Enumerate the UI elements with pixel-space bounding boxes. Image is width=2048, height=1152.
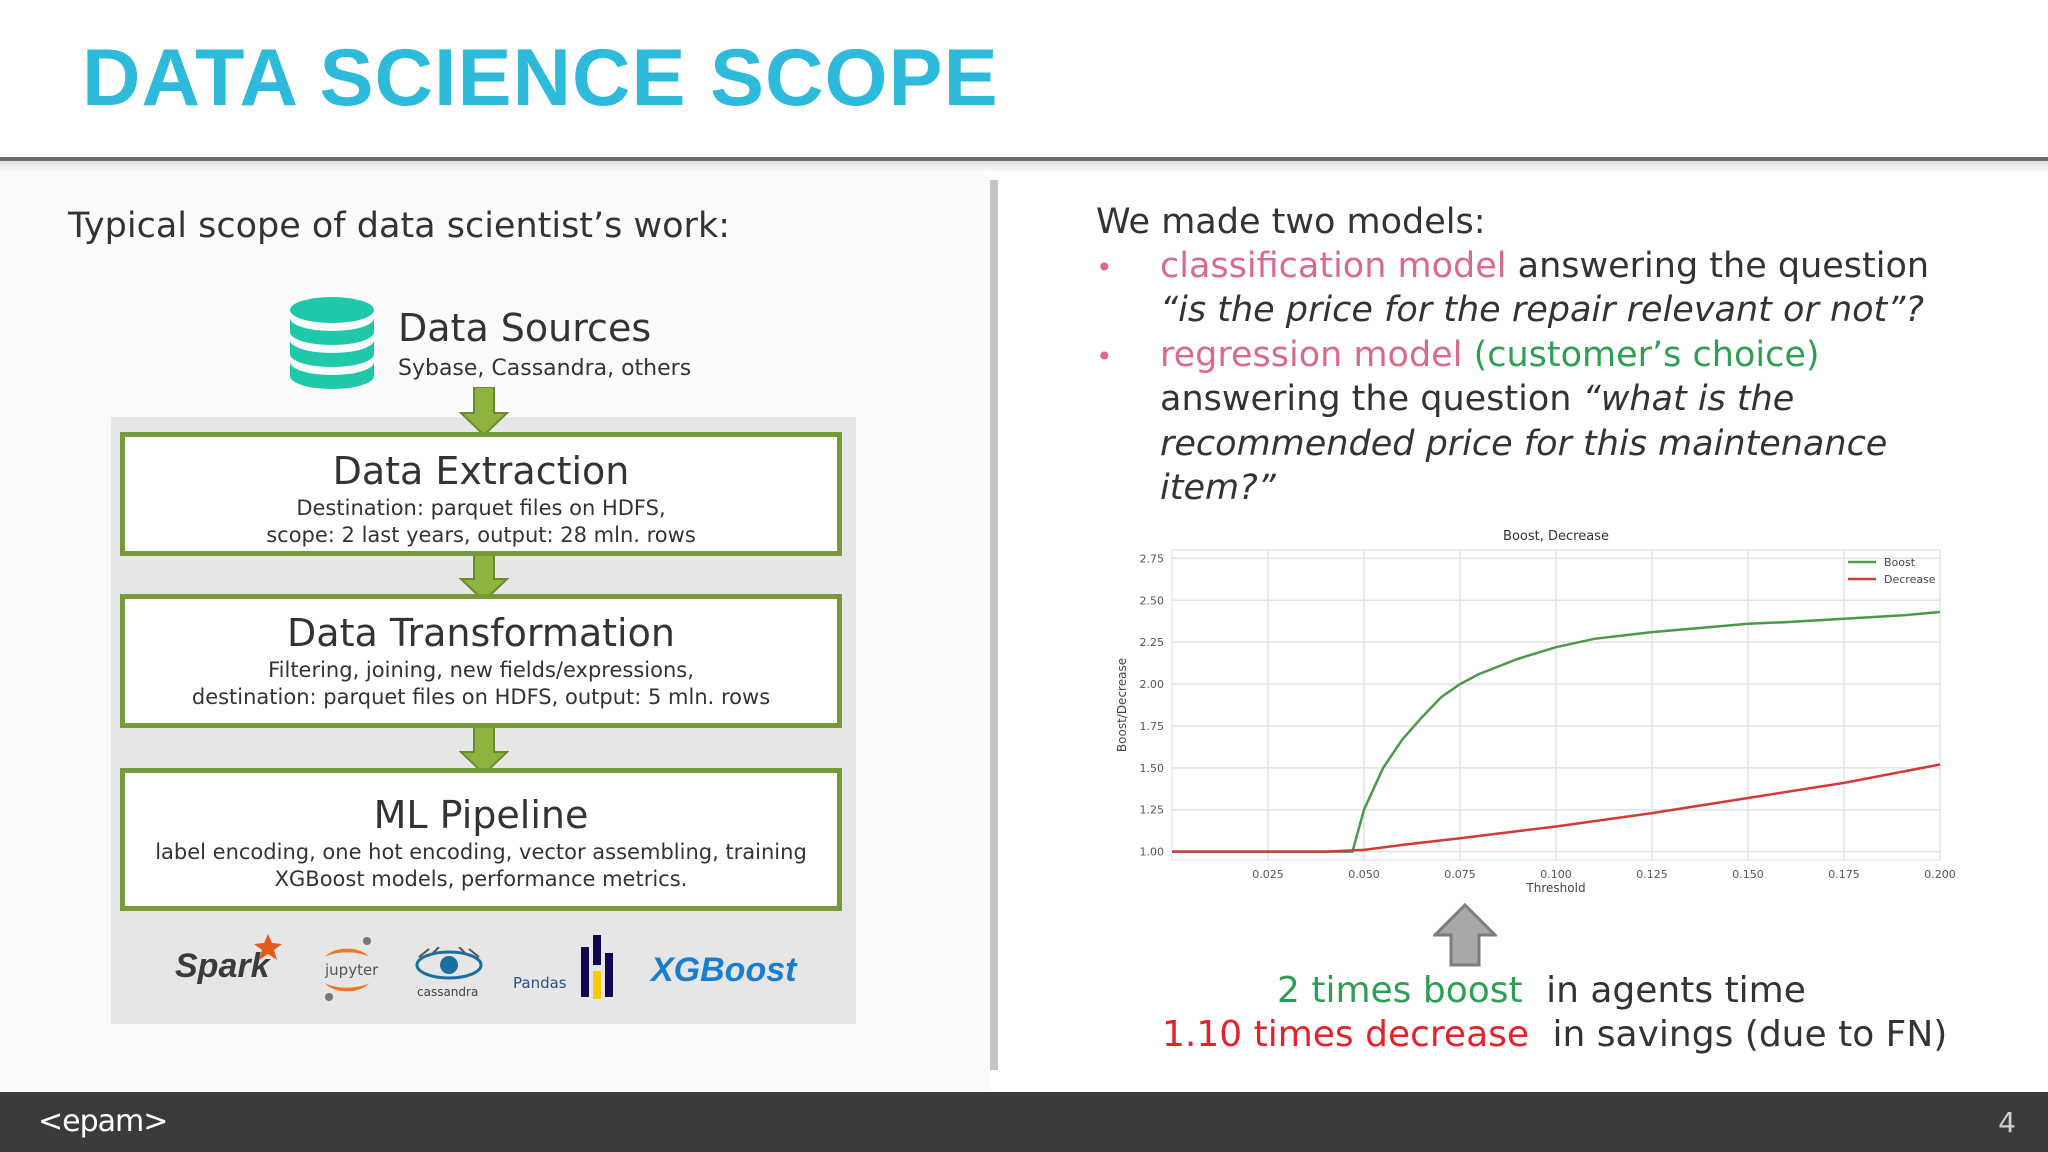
jupyter-logo: jupyter: [317, 935, 378, 1009]
eye-icon: [415, 946, 483, 980]
y-tick-label: 1.75: [1140, 720, 1165, 733]
slide-title: DATA SCIENCE SCOPE: [82, 33, 999, 123]
x-tick-label: 0.075: [1444, 868, 1476, 881]
data-sources-subtitle: Sybase, Cassandra, others: [398, 356, 692, 381]
step-description: destination: parquet files on HDFS, outp…: [191, 685, 771, 709]
result-boost: 2 times boost in agents time: [1277, 970, 1806, 1011]
x-tick-label: 0.200: [1924, 868, 1956, 881]
regression-question-start: “what is the: [1582, 379, 1795, 419]
title-shadow: [0, 161, 2048, 173]
step-title: ML Pipeline: [373, 793, 589, 837]
classification-question: “is the price for the repair relevant or…: [1160, 290, 1924, 330]
decrease-highlight: 1.10 times decrease: [1162, 1014, 1530, 1055]
step-title: Data Extraction: [332, 449, 630, 493]
y-tick-label: 1.00: [1140, 846, 1165, 859]
scope-heading: Typical scope of data scientist’s work:: [68, 206, 731, 246]
x-tick-label: 0.025: [1252, 868, 1284, 881]
classification-model-label: classification model: [1160, 246, 1507, 286]
page-number: 4: [1998, 1106, 2016, 1139]
cassandra-logo: cassandra: [413, 946, 485, 999]
legend-label: Decrease: [1884, 573, 1936, 586]
tool-logos: Spark jupyter cassandra Pandas: [111, 925, 856, 1025]
y-tick-label: 2.00: [1140, 678, 1165, 691]
data-extraction-box: Data Extraction Destination: parquet fil…: [120, 432, 842, 556]
y-tick-label: 2.50: [1140, 594, 1165, 607]
result-decrease: 1.10 times decrease in savings (due to F…: [1162, 1014, 1947, 1055]
footer-bar: [0, 1092, 2048, 1152]
star-icon: [254, 934, 282, 960]
x-tick-label: 0.150: [1732, 868, 1764, 881]
title-divider: [0, 157, 2048, 161]
decrease-rest: in savings (due to FN): [1552, 1014, 1948, 1055]
x-axis-label: Threshold: [1525, 881, 1585, 895]
step-description: scope: 2 last years, output: 28 mln. row…: [266, 523, 696, 547]
regression-question-line: recommended price for this maintenance: [1160, 424, 1888, 464]
up-arrow-icon: [1433, 903, 1497, 967]
spark-logo: Spark: [175, 934, 282, 986]
flow-arrow-icon: [459, 726, 509, 774]
bullet-2: •: [1096, 333, 1113, 380]
y-tick-label: 1.25: [1140, 804, 1165, 817]
x-tick-label: 0.050: [1348, 868, 1380, 881]
step-description: Destination: parquet files on HDFS,: [296, 496, 666, 520]
bullet-marker: •: [1096, 340, 1113, 373]
chart-svg: 0.025 0.050 0.075 0.100 0.125 0.150 0.175 0.200…: [1115, 529, 1956, 895]
step-title: Data Transformation: [287, 611, 675, 655]
step-description: Filtering, joining, new fields/expressio…: [268, 658, 694, 682]
boost-decrease-chart: 0.025 0.050 0.075 0.100 0.125 0.150 0.175 0.200…: [1110, 520, 1970, 910]
column-divider: [990, 180, 998, 1070]
step-description: XGBoost models, performance metrics.: [274, 867, 688, 891]
x-tick-label: 0.175: [1828, 868, 1860, 881]
epam-logo: <epam>: [38, 1104, 168, 1139]
y-tick-label: 2.75: [1140, 552, 1165, 565]
pandas-mark-icon: [577, 933, 617, 1005]
bullet-1-rest: answering the question: [1506, 246, 1930, 286]
y-axis-label: Boost/Decrease: [1115, 658, 1129, 752]
ml-pipeline-box: ML Pipeline label encoding, one hot enco…: [120, 768, 842, 911]
regression-model-label: regression model: [1160, 335, 1463, 375]
flow-arrow-icon: [459, 553, 509, 601]
bullet-marker: •: [1096, 251, 1113, 284]
data-transformation-box: Data Transformation Filtering, joining, …: [120, 594, 842, 728]
series-line-boost: [1172, 610, 1941, 853]
legend-label: Boost: [1884, 556, 1916, 569]
database-icon: [290, 297, 374, 389]
y-tick-label: 2.25: [1140, 636, 1165, 649]
data-sources-title: Data Sources: [398, 306, 652, 350]
boost-highlight: 2 times boost: [1277, 970, 1523, 1011]
chart-title: Boost, Decrease: [1503, 529, 1609, 544]
y-tick-label: 1.50: [1140, 762, 1165, 775]
x-tick-label: 0.100: [1540, 868, 1572, 881]
flow-arrow-icon: [459, 387, 509, 435]
xgboost-logo: XGBoost: [651, 951, 797, 989]
regression-question-line: answering the question “what is the: [1160, 377, 1794, 422]
models-intro: We made two models:: [1096, 202, 1486, 242]
regression-question-prefix: answering the question: [1160, 379, 1583, 419]
bullet-2-text: regression model (customer’s choice): [1160, 333, 1820, 378]
pandas-logo: Pandas: [513, 974, 567, 992]
series-line-decrease: [1172, 763, 1941, 853]
boost-rest: in agents time: [1546, 970, 1806, 1011]
customer-choice-label: (customer’s choice): [1473, 335, 1820, 375]
jupyter-icon: [325, 937, 371, 1001]
x-tick-label: 0.125: [1636, 868, 1668, 881]
step-description: label encoding, one hot encoding, vector…: [155, 840, 807, 864]
regression-question-line: item?”: [1160, 468, 1276, 508]
bullet-1: •: [1096, 244, 1113, 291]
bullet-1-text: classification model answering the quest…: [1160, 244, 1929, 289]
